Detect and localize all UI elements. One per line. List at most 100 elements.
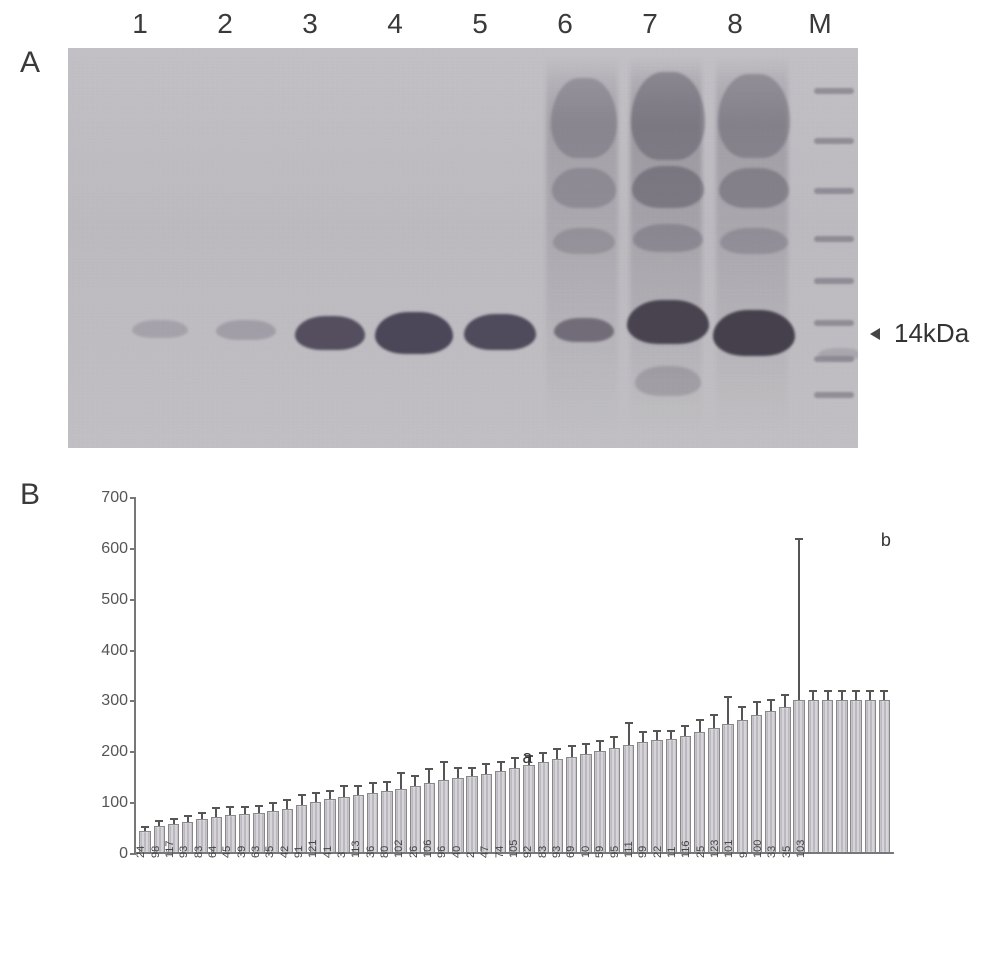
x-tick-label: 106 bbox=[422, 840, 434, 858]
chart-annotation: b bbox=[881, 530, 891, 551]
gel-lane bbox=[460, 48, 540, 448]
error-bar bbox=[770, 699, 772, 711]
arrow-head-icon bbox=[870, 328, 880, 340]
error-bar bbox=[301, 794, 303, 805]
bars-container bbox=[136, 498, 894, 852]
bar-wrap bbox=[337, 498, 351, 852]
bar bbox=[623, 745, 634, 852]
bar-wrap bbox=[195, 498, 209, 852]
bar bbox=[666, 739, 677, 852]
x-tick-label: 40 bbox=[451, 846, 463, 858]
bar-wrap bbox=[181, 498, 195, 852]
bar bbox=[338, 797, 349, 852]
bar bbox=[438, 780, 449, 852]
gel-lane bbox=[628, 48, 708, 448]
bar bbox=[367, 793, 378, 852]
x-tick-label: 64 bbox=[207, 846, 219, 858]
mw-arrow: 14kDa bbox=[870, 318, 969, 349]
x-label-wrap: 123 bbox=[708, 854, 722, 910]
bar-wrap bbox=[565, 498, 579, 852]
x-tick-label: 39 bbox=[236, 846, 248, 858]
figure-container: 12345678M A 14kDa B 01002003004005006007… bbox=[0, 0, 1000, 976]
x-tick-label: 102 bbox=[393, 840, 405, 858]
main-band bbox=[132, 320, 188, 338]
lane-label: 3 bbox=[280, 8, 340, 40]
bar-wrap bbox=[806, 498, 820, 852]
error-bar bbox=[144, 826, 146, 831]
bar bbox=[879, 700, 890, 852]
x-tick-label: 98 bbox=[150, 846, 162, 858]
x-label-wrap: 40 bbox=[450, 854, 464, 910]
x-tick-label: 103 bbox=[795, 840, 807, 858]
y-tick-label: 100 bbox=[101, 794, 136, 812]
x-label-wrap: 92 bbox=[521, 854, 535, 910]
x-tick-label: 24 bbox=[135, 846, 147, 858]
bar-wrap bbox=[138, 498, 152, 852]
x-tick-label: 9 bbox=[738, 852, 750, 858]
x-label-wrap: 41 bbox=[320, 854, 334, 910]
error-bar bbox=[215, 807, 217, 816]
x-tick-label: 123 bbox=[709, 840, 721, 858]
y-tick-label: 400 bbox=[101, 642, 136, 660]
x-label-wrap: 95 bbox=[607, 854, 621, 910]
error-bar bbox=[713, 714, 715, 727]
x-tick-label: 22 bbox=[652, 846, 664, 858]
error-bar bbox=[642, 731, 644, 742]
bar bbox=[452, 778, 463, 852]
bar bbox=[836, 700, 847, 852]
error-bar bbox=[613, 736, 615, 748]
bar bbox=[680, 736, 691, 852]
gel-band bbox=[719, 168, 789, 208]
x-label-wrap bbox=[823, 854, 837, 910]
x-label-wrap: 69 bbox=[564, 854, 578, 910]
x-tick-label: 99 bbox=[637, 846, 649, 858]
bar-wrap bbox=[238, 498, 252, 852]
error-bar bbox=[599, 740, 601, 751]
bar-wrap bbox=[550, 498, 564, 852]
error-bar bbox=[556, 748, 558, 759]
x-labels-row: 2498117938364453963354291121413113368010… bbox=[134, 854, 894, 910]
gel-lane bbox=[120, 48, 200, 448]
bar-wrap bbox=[721, 498, 735, 852]
marker-band bbox=[814, 88, 854, 94]
bar-wrap bbox=[451, 498, 465, 852]
bar-wrap bbox=[223, 498, 237, 852]
error-bar bbox=[514, 757, 516, 768]
error-bar bbox=[883, 690, 885, 700]
x-label-wrap: 101 bbox=[722, 854, 736, 910]
bar bbox=[722, 724, 733, 852]
x-label-wrap: 74 bbox=[493, 854, 507, 910]
x-tick-label: 80 bbox=[379, 846, 391, 858]
error-bar bbox=[386, 781, 388, 791]
bar-wrap bbox=[579, 498, 593, 852]
x-tick-label: 93 bbox=[551, 846, 563, 858]
x-tick-label: 83 bbox=[537, 846, 549, 858]
error-bar bbox=[798, 538, 800, 701]
x-label-wrap: 121 bbox=[306, 854, 320, 910]
x-tick-label: 121 bbox=[307, 840, 319, 858]
bar-wrap bbox=[792, 498, 806, 852]
y-tick-label: 700 bbox=[101, 489, 136, 507]
x-label-wrap: 93 bbox=[550, 854, 564, 910]
x-label-wrap: 102 bbox=[392, 854, 406, 910]
bar-wrap bbox=[493, 498, 507, 852]
bar-wrap bbox=[877, 498, 891, 852]
x-tick-label: 117 bbox=[164, 840, 176, 858]
error-bar bbox=[443, 761, 445, 780]
bar-wrap bbox=[323, 498, 337, 852]
bar bbox=[566, 757, 577, 852]
bar bbox=[481, 774, 492, 852]
x-label-wrap: 10 bbox=[579, 854, 593, 910]
bar-wrap bbox=[863, 498, 877, 852]
bar bbox=[580, 754, 591, 852]
bar-wrap bbox=[166, 498, 180, 852]
x-label-wrap bbox=[880, 854, 894, 910]
error-bar bbox=[286, 799, 288, 808]
panel-B-label: B bbox=[20, 478, 40, 512]
x-label-wrap: 103 bbox=[794, 854, 808, 910]
x-label-wrap: 111 bbox=[622, 854, 636, 910]
main-band bbox=[295, 316, 365, 350]
error-bar bbox=[187, 815, 189, 822]
x-tick-label: 69 bbox=[565, 846, 577, 858]
error-bar bbox=[485, 763, 487, 773]
